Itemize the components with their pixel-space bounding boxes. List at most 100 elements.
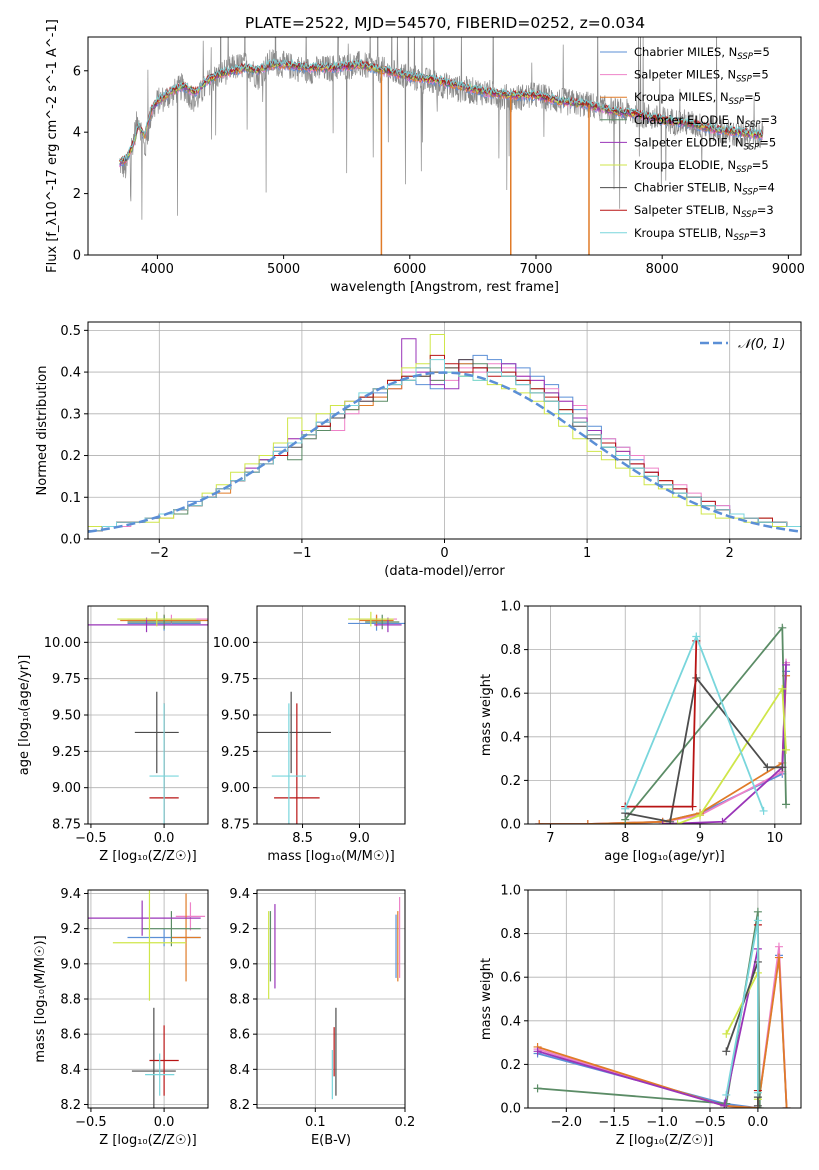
normal-distribution-curve bbox=[88, 371, 801, 533]
y-tick-label: 2 bbox=[73, 187, 81, 202]
mass-weight-marker bbox=[666, 817, 675, 824]
mass-weight-marker bbox=[720, 1101, 729, 1108]
mass-weight-marker bbox=[778, 763, 787, 772]
mass-weight-marker bbox=[535, 820, 544, 824]
y-tick-label: 9.2 bbox=[229, 922, 250, 937]
legend-entry: Chabrier ELODIE, NSSP=3 bbox=[634, 113, 777, 130]
x-tick-label: −0.5 bbox=[75, 1115, 107, 1130]
y-axis-label: age [log₁₀(age/yr)] bbox=[17, 655, 32, 776]
y-tick-label: 9.00 bbox=[221, 781, 250, 796]
x-axis-label: Z [log₁₀(Z/Z☉)] bbox=[99, 849, 196, 864]
y-tick-label: 0.2 bbox=[500, 774, 521, 789]
x-tick-label: −0.5 bbox=[694, 1115, 726, 1130]
legend-entry-value: =4 bbox=[758, 181, 775, 195]
y-tick-label: 0.8 bbox=[500, 927, 521, 942]
legend-entry-value: =5 bbox=[752, 68, 769, 82]
axes-frame bbox=[527, 605, 802, 825]
x-tick-label: 0 bbox=[440, 546, 448, 561]
legend-entry-value: =5 bbox=[753, 45, 770, 59]
y-axis-label: mass [log₁₀(M/M☉)] bbox=[33, 935, 48, 1062]
y-tick-label: 4 bbox=[73, 126, 81, 141]
panel-mass_weight_vs_Z: −2.0 −1.5 −1.0 −0.5 0.0 0.0 0.2 0.4 0.6 0.8 1.0 Z [… bbox=[479, 884, 802, 1148]
mass-weight-marker bbox=[774, 942, 783, 951]
errorbar-point bbox=[88, 617, 208, 633]
errorbar-point bbox=[149, 1025, 179, 1096]
legend-entry: Salpeter ELODIE, NSSP=5 bbox=[634, 135, 776, 152]
axes-frame bbox=[527, 889, 802, 1109]
x-tick-label: 8 bbox=[621, 831, 629, 846]
y-tick-label: 0.0 bbox=[500, 818, 521, 833]
errorbar-point bbox=[374, 617, 402, 633]
y-tick-label: 0.0 bbox=[500, 1102, 521, 1117]
y-tick-label: 8.4 bbox=[229, 1063, 250, 1078]
mass-weight-marker bbox=[782, 800, 791, 809]
legend-entry-subscript: SSP bbox=[742, 188, 758, 198]
x-axis-label: (data-model)/error bbox=[384, 564, 505, 579]
plot-area-age_vs_Z bbox=[88, 611, 208, 824]
y-tick-label: 0.6 bbox=[500, 971, 521, 986]
y-tick-label: 0.3 bbox=[60, 407, 81, 422]
x-tick-label: 10 bbox=[767, 831, 784, 846]
y-tick-label: 0 bbox=[73, 249, 81, 264]
mass-weight-marker bbox=[533, 1047, 542, 1056]
y-tick-label: 8.6 bbox=[229, 1028, 250, 1043]
legend-entry-text: Kroupa ELODIE, N bbox=[634, 158, 736, 172]
y-tick-label: 8.6 bbox=[60, 1028, 81, 1043]
y-tick-label: 0.6 bbox=[500, 687, 521, 702]
x-tick-label: 0.0 bbox=[154, 1115, 175, 1130]
errorbar-point bbox=[257, 691, 331, 774]
y-axis-label: mass weight bbox=[479, 674, 494, 756]
x-tick-label: 7 bbox=[546, 831, 554, 846]
legend-entry: Kroupa ELODIE, NSSP=5 bbox=[634, 158, 769, 175]
x-tick-label: 8000 bbox=[646, 262, 679, 277]
model-spectrum-line bbox=[119, 58, 763, 162]
mass-weight-line bbox=[537, 911, 761, 1108]
y-tick-label: 8.75 bbox=[52, 818, 81, 833]
errorbar-point bbox=[149, 703, 179, 824]
panel-mass_weight_vs_age: 7 8 9 10 0.0 0.2 0.4 0.6 0.8 1.0 age [log₁₀(age/yr… bbox=[479, 600, 802, 864]
y-tick-label: 9.25 bbox=[52, 745, 81, 760]
legend-entry-subscript: SSP bbox=[729, 97, 745, 107]
legend-entry-subscript: SSP bbox=[744, 142, 760, 152]
mass-weight-marker bbox=[778, 684, 787, 693]
y-tick-label: 1.0 bbox=[500, 600, 521, 615]
legend-entry-text: Chabrier ELODIE, N bbox=[634, 113, 745, 127]
mass-weight-marker bbox=[782, 745, 791, 754]
y-tick-label: 8.8 bbox=[60, 993, 81, 1008]
panel-mass_vs_EBV: 0.1 0.2 8.2 8.4 8.6 8.8 9.0 9.2 9.4 E(B-V) bbox=[229, 887, 415, 1148]
x-tick-label: 4000 bbox=[141, 262, 174, 277]
panel-age_vs_mass: 8.5 9.0 8.75 9.00 9.25 9.50 9.75 10.00 mass [log… bbox=[213, 605, 406, 864]
mass-weight-marker bbox=[782, 1104, 791, 1108]
x-tick-label: 0.0 bbox=[748, 1115, 769, 1130]
mass-weight-marker bbox=[753, 1101, 762, 1108]
y-tick-label: 9.50 bbox=[221, 709, 250, 724]
plot-area-spectrum bbox=[119, 37, 764, 255]
mass-weight-marker bbox=[753, 907, 762, 916]
x-tick-label: 1 bbox=[583, 546, 591, 561]
x-tick-label: 0.2 bbox=[395, 1115, 416, 1130]
legend-entry: Chabrier MILES, NSSP=5 bbox=[634, 45, 770, 62]
x-tick-label: 6000 bbox=[393, 262, 426, 277]
mass-weight-marker bbox=[696, 811, 705, 820]
legend-entry-subscript: SSP bbox=[745, 120, 761, 130]
x-tick-label: −0.5 bbox=[75, 831, 107, 846]
mass-weight-marker bbox=[673, 820, 682, 824]
legend-entry-subscript: SSP bbox=[736, 75, 752, 85]
legend-entry-text: Chabrier STELIB, N bbox=[634, 181, 742, 195]
y-tick-label: 9.75 bbox=[52, 672, 81, 687]
x-tick-label: 9000 bbox=[772, 262, 805, 277]
y-tick-label: 9.4 bbox=[60, 887, 81, 902]
plot-area-mass_vs_Z bbox=[88, 890, 206, 1108]
y-tick-label: 10.00 bbox=[213, 636, 250, 651]
x-tick-label: 8.5 bbox=[292, 831, 313, 846]
mass-weight-marker bbox=[688, 802, 697, 811]
legend-entry: 𝒩(0, 1) bbox=[738, 337, 785, 352]
y-tick-label: 8.8 bbox=[229, 993, 250, 1008]
legend-entry-text: Salpeter STELIB, N bbox=[634, 203, 741, 217]
y-tick-label: 0.4 bbox=[500, 1014, 521, 1029]
y-tick-label: 9.0 bbox=[60, 957, 81, 972]
y-tick-label: 0.2 bbox=[500, 1058, 521, 1073]
x-tick-label: 0.1 bbox=[305, 1115, 326, 1130]
legend-entry-subscript: SSP bbox=[741, 210, 757, 220]
